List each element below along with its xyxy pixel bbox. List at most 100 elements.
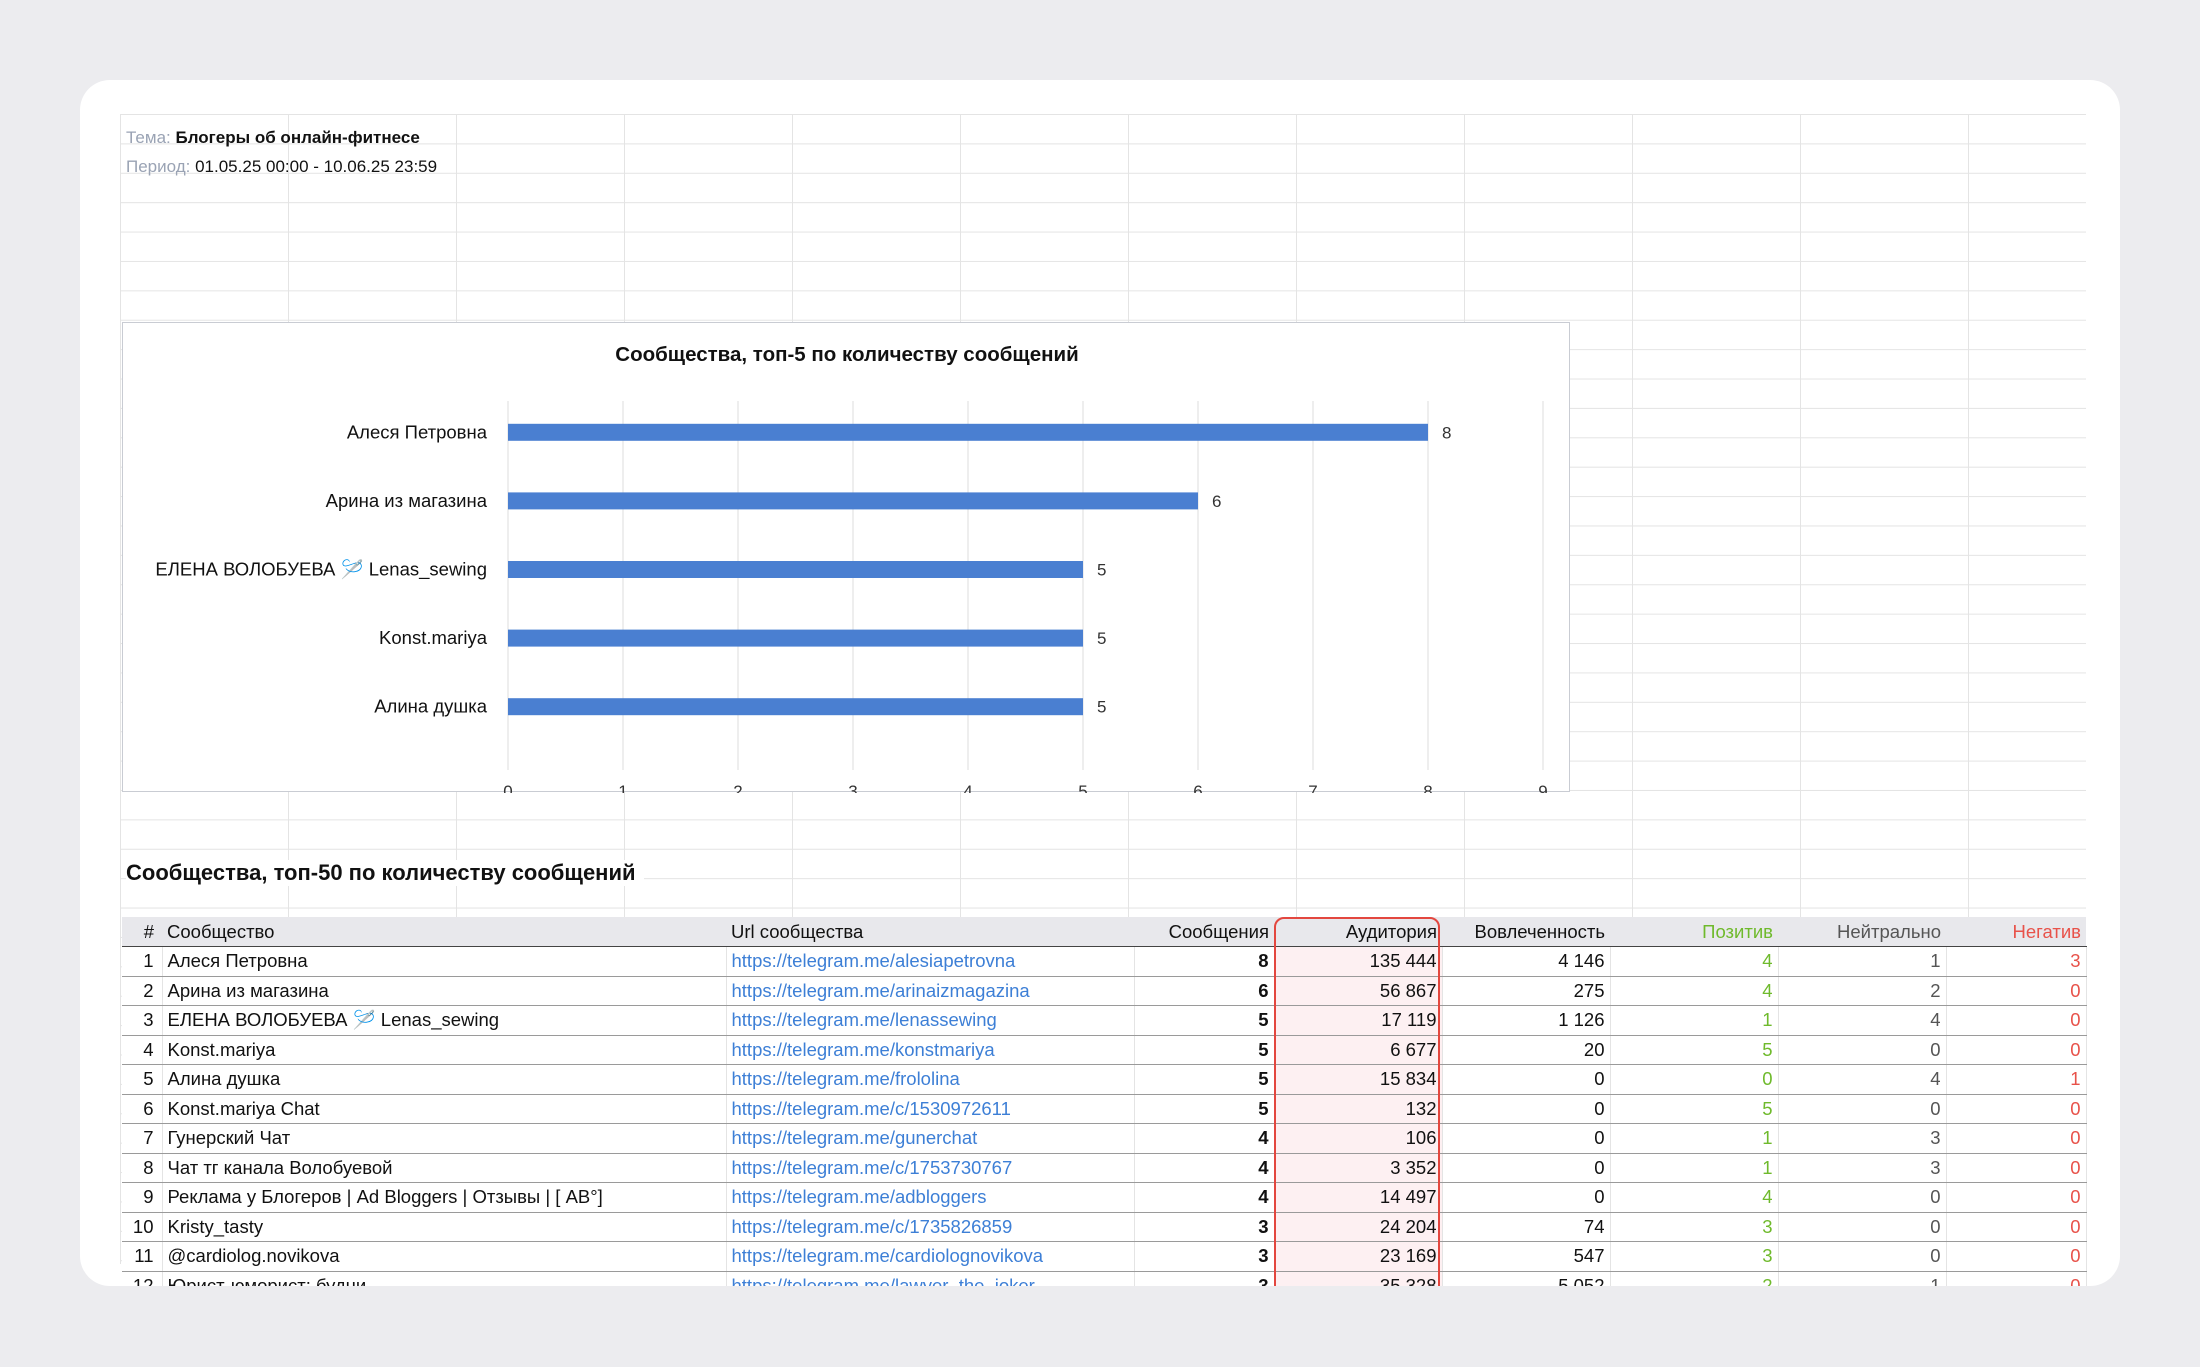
community-name: Konst.mariya Chat [162, 1094, 727, 1124]
neutral-count: 2 [1778, 976, 1947, 1006]
table-title: Сообщества, топ-50 по количеству сообщен… [126, 860, 644, 886]
period-row: Период: 01.05.25 00:00 - 10.06.25 23:59 [126, 157, 437, 177]
top5-bar-chart[interactable]: Сообщества, топ-5 по количеству сообщени… [122, 322, 1570, 793]
community-url[interactable]: https://telegram.me/konstmariya [726, 1035, 1135, 1065]
table-row: 2 Арина из магазина https://telegram.me/ar… [122, 976, 2087, 1006]
negative-count: 0 [1946, 1271, 2087, 1286]
neutral-count: 3 [1778, 1153, 1947, 1183]
engagement-value: 0 [1442, 1123, 1611, 1154]
period-label: Период: [126, 157, 191, 176]
spreadsheet-grid: Тема: Блогеры об онлайн-фитнесе Период: … [120, 114, 2087, 1286]
community-url[interactable]: https://telegram.me/c/1753730767 [726, 1153, 1135, 1183]
audience-value: 132 [1274, 1094, 1443, 1124]
chart-bar[interactable] [508, 698, 1083, 716]
community-url[interactable]: https://telegram.me/c/1735826859 [726, 1212, 1135, 1242]
col-header-community[interactable]: Сообщество [162, 917, 726, 947]
engagement-value: 547 [1442, 1241, 1611, 1272]
community-url[interactable]: https://telegram.me/arinaizmagazina [726, 976, 1135, 1006]
chart-x-tick: 7 [1308, 782, 1317, 793]
community-url[interactable]: https://telegram.me/lawyer_the_joker [726, 1271, 1135, 1286]
col-header-positive[interactable]: Позитив [1610, 917, 1778, 947]
engagement-value: 20 [1442, 1035, 1611, 1065]
engagement-value: 0 [1442, 1064, 1611, 1095]
engagement-value: 5 052 [1442, 1271, 1611, 1286]
messages-count: 5 [1134, 1005, 1275, 1036]
engagement-value: 0 [1442, 1094, 1611, 1124]
row-index: 9 [122, 1182, 163, 1213]
chart-title: Сообщества, топ-5 по количеству сообщени… [615, 343, 1078, 366]
chart-gridlines [507, 401, 1544, 770]
chart-category-label: Konst.mariya [379, 627, 488, 648]
community-url[interactable]: https://telegram.me/cardiolognovikova [726, 1241, 1135, 1272]
col-header-engagement[interactable]: Вовлеченность [1442, 917, 1610, 947]
neutral-count: 0 [1778, 1094, 1947, 1124]
community-url[interactable]: https://telegram.me/c/1530972611 [726, 1094, 1135, 1124]
chart-x-tick: 5 [1078, 782, 1087, 793]
neutral-count: 4 [1778, 1064, 1947, 1095]
row-index: 10 [122, 1212, 163, 1242]
messages-count: 4 [1134, 1123, 1275, 1154]
table-row: 12 Юрист-юморист: будни https://telegram.m… [122, 1271, 2087, 1286]
col-header-url[interactable]: Url сообщества [726, 917, 1134, 947]
community-url[interactable]: https://telegram.me/alesiapetrovna [726, 946, 1135, 977]
positive-count: 4 [1610, 946, 1779, 977]
negative-count: 0 [1946, 1153, 2087, 1183]
audience-value: 6 677 [1274, 1035, 1443, 1065]
chart-bar[interactable] [508, 492, 1198, 510]
table-row: 9 Реклама у Блогеров | Ad Bloggers | Отзы… [122, 1182, 2087, 1213]
chart-data-label: 5 [1097, 698, 1106, 717]
chart-x-tick: 9 [1538, 782, 1547, 793]
col-header-negative[interactable]: Негатив [1946, 917, 2086, 947]
chart-bar[interactable] [508, 561, 1083, 578]
community-url[interactable]: https://telegram.me/frololina [726, 1064, 1135, 1095]
positive-count: 1 [1610, 1005, 1779, 1036]
col-header-index[interactable]: # [122, 917, 162, 947]
audience-value: 3 352 [1274, 1153, 1443, 1183]
engagement-value: 275 [1442, 976, 1611, 1006]
chart-bar[interactable] [508, 423, 1428, 441]
chart-x-tick: 0 [503, 782, 512, 793]
col-header-messages[interactable]: Сообщения [1134, 917, 1274, 947]
positive-count: 5 [1610, 1094, 1779, 1124]
table-row: 11 @cardiolog.novikova https://telegram.m… [122, 1241, 2087, 1272]
period-value: 01.05.25 00:00 - 10.06.25 23:59 [195, 157, 438, 176]
col-header-neutral[interactable]: Нейтрально [1778, 917, 1946, 947]
chart-x-tick: 8 [1423, 782, 1432, 793]
chart-data-label: 6 [1212, 492, 1221, 511]
row-index: 2 [122, 976, 163, 1006]
audience-value: 17 119 [1274, 1005, 1443, 1036]
chart-bar[interactable] [508, 629, 1083, 647]
messages-count: 8 [1134, 946, 1275, 977]
negative-count: 0 [1946, 1005, 2087, 1036]
engagement-value: 74 [1442, 1212, 1611, 1242]
neutral-count: 3 [1778, 1123, 1947, 1154]
col-header-audience[interactable]: Аудитория [1274, 917, 1442, 947]
community-url[interactable]: https://telegram.me/lenassewing [726, 1005, 1135, 1036]
messages-count: 4 [1134, 1182, 1275, 1213]
community-url[interactable]: https://telegram.me/gunerchat [726, 1123, 1135, 1154]
topic-value: Блогеры об онлайн-фитнесе [175, 128, 420, 147]
chart-x-tick: 3 [848, 782, 857, 793]
row-index: 8 [122, 1153, 163, 1183]
table-row: 8 Чат тг канала Волобуевой https://telegra… [122, 1153, 2087, 1183]
community-url[interactable]: https://telegram.me/adbloggers [726, 1182, 1135, 1213]
engagement-value: 0 [1442, 1153, 1611, 1183]
chart-category-label: Алеся Петровна [347, 421, 488, 442]
negative-count: 3 [1946, 946, 2087, 977]
chart-data-label: 5 [1097, 629, 1106, 648]
row-index: 6 [122, 1094, 163, 1124]
neutral-count: 0 [1778, 1182, 1947, 1213]
topic-row: Тема: Блогеры об онлайн-фитнесе [126, 128, 420, 148]
audience-value: 15 834 [1274, 1064, 1443, 1095]
negative-count: 1 [1946, 1064, 2087, 1095]
messages-count: 5 [1134, 1094, 1275, 1124]
neutral-count: 0 [1778, 1035, 1947, 1065]
chart-data-label: 8 [1442, 423, 1451, 442]
chart-svg: Сообщества, топ-5 по количеству сообщени… [155, 343, 1547, 793]
table-row: 3 ЕЛЕНА ВОЛОБУЕВА 🪡 Lenas_sewing https://t… [122, 1005, 2087, 1036]
messages-count: 5 [1134, 1035, 1275, 1065]
communities-table: # Сообщество Url сообщества Сообщения Ау… [122, 917, 2087, 1286]
positive-count: 4 [1610, 1182, 1779, 1213]
positive-count: 3 [1610, 1241, 1779, 1272]
negative-count: 0 [1946, 1035, 2087, 1065]
